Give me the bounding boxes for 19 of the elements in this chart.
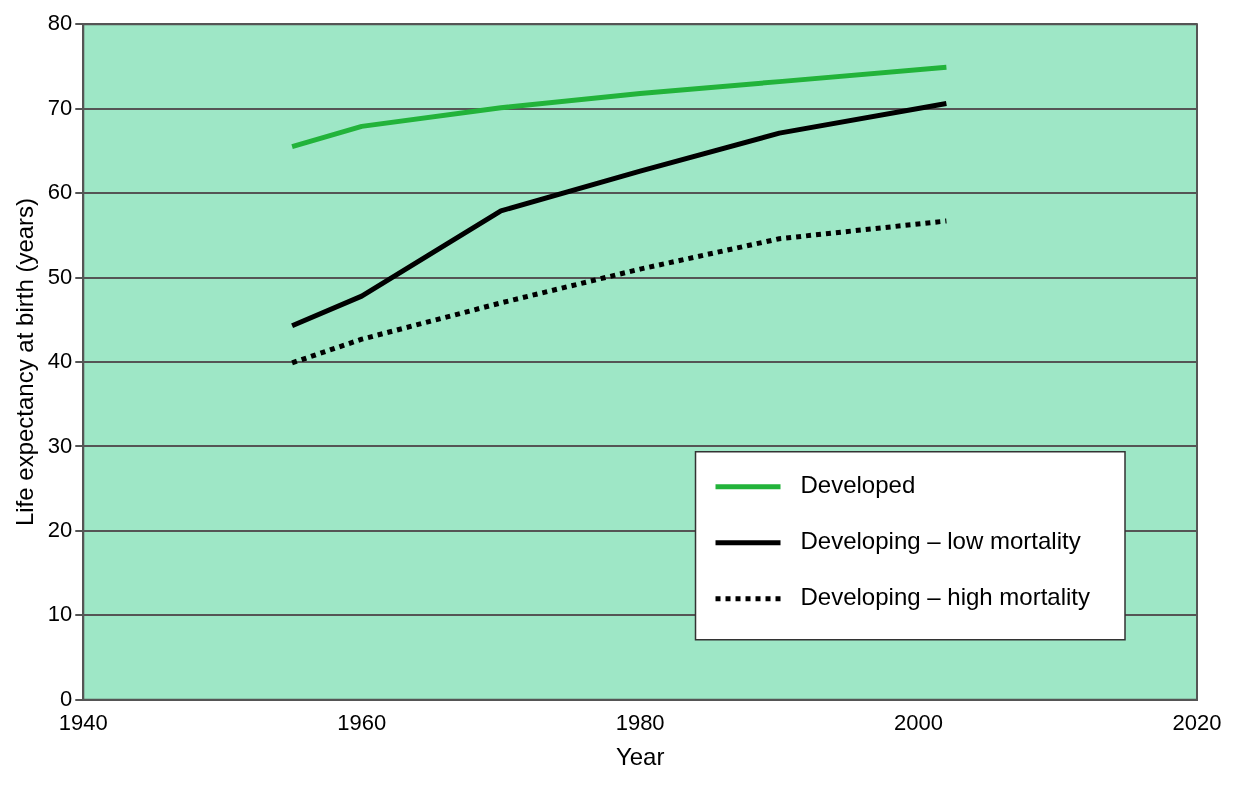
y-tick-label: 70 (47, 94, 73, 120)
x-tick-label: 2000 (894, 710, 944, 736)
x-axis-title: Year (615, 743, 665, 771)
x-tick-label: 2020 (1172, 710, 1222, 736)
y-tick-label: 80 (47, 10, 73, 36)
y-tick-label: 10 (47, 601, 73, 627)
y-axis-title: Life expectancy at birth (years) (11, 197, 39, 527)
y-tick-label: 40 (47, 348, 73, 374)
legend-label: Developed (800, 471, 916, 499)
x-tick-label: 1960 (337, 710, 387, 736)
x-tick-label: 1980 (615, 710, 665, 736)
y-tick-label: 30 (47, 432, 73, 458)
x-tick-label: 1940 (58, 710, 108, 736)
legend-label: Developing – high mortality (800, 583, 1091, 611)
legend-label: Developing – low mortality (800, 527, 1081, 555)
y-tick-label: 0 (60, 685, 73, 711)
y-tick-label: 60 (47, 179, 73, 205)
y-tick-label: 20 (47, 516, 73, 542)
y-tick-label: 50 (47, 263, 73, 289)
